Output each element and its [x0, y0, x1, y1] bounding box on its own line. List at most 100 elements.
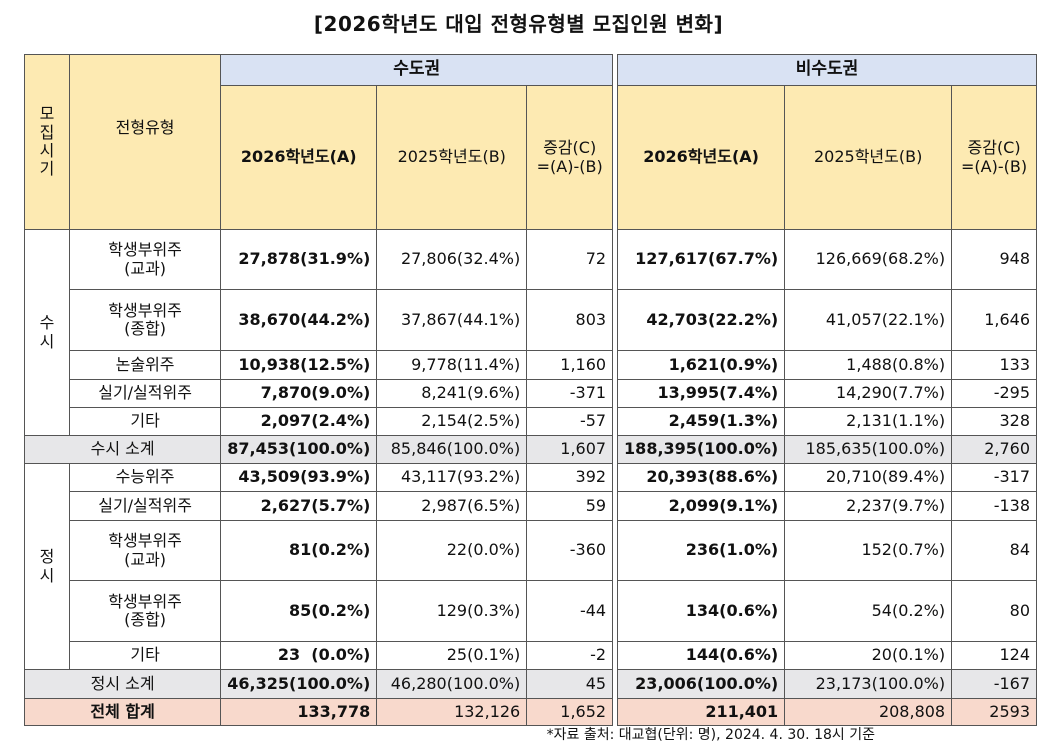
nonmetro-a-cell: 2,459(1.3%): [617, 407, 786, 436]
row-type: 논술위주: [68, 350, 222, 380]
nonmetro-a-cell: 2,099(9.1%): [617, 491, 786, 521]
metro-a-cell: 23 (0.0%): [220, 641, 378, 670]
metro-c-cell: -44: [526, 580, 614, 642]
row-type: 학생부위주 (종합): [68, 580, 222, 642]
metro-a-cell: 46,325(100.0%): [220, 669, 378, 699]
table-row: 학생부위주 (교과) 81(0.2%) 22(0.0%) -360 236(1.0…: [25, 520, 1037, 581]
nonmetro-b-cell: 20(0.1%): [784, 641, 953, 670]
metro-col-c: 증감(C) =(A)-(B): [526, 85, 614, 230]
row-type: 기타: [68, 641, 222, 670]
total-label: 전체 합계: [23, 698, 222, 726]
nonmetro-b-cell: 20,710(89.4%): [784, 463, 953, 492]
row-type: 실기/실적위주: [68, 491, 222, 521]
nonmetro-a-cell: 134(0.6%): [617, 580, 786, 642]
nonmetro-a-cell: 188,395(100.0%): [617, 435, 786, 464]
metro-b-cell: 8,241(9.6%): [376, 379, 528, 408]
metro-header: 수도권: [220, 54, 614, 86]
metro-b-cell: 129(0.3%): [376, 580, 528, 642]
metro-a-cell: 38,670(44.2%): [220, 289, 378, 351]
table-row: 실기/실적위주 2,627(5.7%) 2,987(6.5%) 59 2,099…: [25, 491, 1037, 521]
nonmetro-col-a: 2026학년도(A): [617, 85, 786, 230]
metro-b-cell: 2,987(6.5%): [376, 491, 528, 521]
nonmetro-b-cell: 185,635(100.0%): [784, 435, 953, 464]
nonmetro-c-cell: 1,646: [951, 289, 1037, 351]
metro-b-cell: 43,117(93.2%): [376, 463, 528, 492]
metro-c-cell: 1,652: [526, 698, 614, 726]
metro-c-cell: -57: [526, 407, 614, 436]
table-row: 학생부위주 (종합) 85(0.2%) 129(0.3%) -44 134(0.6…: [25, 580, 1037, 642]
nonmetro-a-cell: 1,621(0.9%): [617, 350, 786, 380]
subtotal-row: 정시 소계 46,325(100.0%) 46,280(100.0%) 45 2…: [23, 669, 1037, 699]
metro-c-cell: 1,607: [526, 435, 614, 464]
period-header: 모 집 시 기: [24, 54, 70, 230]
metro-a-cell: 43,509(93.9%): [220, 463, 378, 492]
admission-table: 모 집 시 기 전형유형 수도권 비수도권 2026학년도(A) 2025학년도…: [23, 54, 1037, 726]
metro-b-cell: 37,867(44.1%): [376, 289, 528, 351]
nonmetro-a-cell: 23,006(100.0%): [617, 669, 786, 699]
metro-b-cell: 27,806(32.4%): [376, 229, 528, 290]
table-row: 기타 2,097(2.4%) 2,154(2.5%) -57 2,459(1.3…: [25, 407, 1037, 436]
metro-b-cell: 46,280(100.0%): [376, 669, 528, 699]
metro-c-cell: 1,160: [526, 350, 614, 380]
metro-c-cell: 45: [526, 669, 614, 699]
nonmetro-c-cell: 2,760: [951, 435, 1037, 464]
nonmetro-c-cell: -295: [951, 379, 1037, 408]
nonmetro-header: 비수도권: [617, 54, 1037, 86]
nonmetro-c-cell: 133: [951, 350, 1037, 380]
metro-c-cell: -371: [526, 379, 614, 408]
row-type: 수능위주: [68, 463, 222, 492]
metro-b-cell: 25(0.1%): [376, 641, 528, 670]
nonmetro-c-cell: -167: [951, 669, 1037, 699]
nonmetro-a-cell: 211,401: [617, 698, 786, 726]
page-title: [2026학년도 대입 전형유형별 모집인원 변화]: [313, 12, 724, 36]
row-type: 학생부위주 (종합): [68, 289, 222, 351]
metro-a-cell: 85(0.2%): [220, 580, 378, 642]
nonmetro-b-cell: 152(0.7%): [784, 520, 953, 581]
nonmetro-b-cell: 41,057(22.1%): [784, 289, 953, 351]
nonmetro-col-b: 2025학년도(B): [784, 85, 953, 230]
nonmetro-a-cell: 13,995(7.4%): [617, 379, 786, 408]
nonmetro-c-cell: -317: [951, 463, 1037, 492]
metro-c-cell: 72: [526, 229, 614, 290]
nonmetro-c-cell: -138: [951, 491, 1037, 521]
nonmetro-b-cell: 208,808: [784, 698, 953, 726]
metro-c-cell: 59: [526, 491, 614, 521]
metro-c-cell: -2: [526, 641, 614, 670]
nonmetro-b-cell: 54(0.2%): [784, 580, 953, 642]
nonmetro-a-cell: 42,703(22.2%): [617, 289, 786, 351]
nonmetro-a-cell: 144(0.6%): [617, 641, 786, 670]
subtotal-label: 정시 소계: [23, 669, 222, 699]
nonmetro-c-cell: 2593: [951, 698, 1037, 726]
nonmetro-c-cell: 124: [951, 641, 1037, 670]
metro-b-cell: 2,154(2.5%): [376, 407, 528, 436]
metro-c-cell: -360: [526, 520, 614, 581]
row-type: 실기/실적위주: [68, 379, 222, 408]
subtotal-row: 수시 소계 87,453(100.0%) 85,846(100.0%) 1,60…: [23, 435, 1037, 464]
metro-b-cell: 22(0.0%): [376, 520, 528, 581]
row-type: 학생부위주 (교과): [68, 520, 222, 581]
type-header: 전형유형: [68, 54, 222, 230]
nonmetro-b-cell: 1,488(0.8%): [784, 350, 953, 380]
row-type: 학생부위주 (교과): [68, 229, 222, 290]
nonmetro-b-cell: 126,669(68.2%): [784, 229, 953, 290]
metro-a-cell: 10,938(12.5%): [220, 350, 378, 380]
nonmetro-a-cell: 127,617(67.7%): [617, 229, 786, 290]
metro-a-cell: 133,778: [220, 698, 378, 726]
nonmetro-c-cell: 328: [951, 407, 1037, 436]
metro-a-cell: 27,878(31.9%): [220, 229, 378, 290]
nonmetro-b-cell: 14,290(7.7%): [784, 379, 953, 408]
nonmetro-c-cell: 84: [951, 520, 1037, 581]
nonmetro-a-cell: 236(1.0%): [617, 520, 786, 581]
metro-a-cell: 81(0.2%): [220, 520, 378, 581]
nonmetro-b-cell: 23,173(100.0%): [784, 669, 953, 699]
metro-col-a: 2026학년도(A): [220, 85, 378, 230]
metro-a-cell: 2,627(5.7%): [220, 491, 378, 521]
metro-a-cell: 87,453(100.0%): [220, 435, 378, 464]
nonmetro-col-c: 증감(C) =(A)-(B): [951, 85, 1037, 230]
metro-b-cell: 132,126: [376, 698, 528, 726]
row-type: 기타: [68, 407, 222, 436]
total-row: 전체 합계 133,778 132,126 1,652 211,401 208,…: [23, 698, 1037, 726]
